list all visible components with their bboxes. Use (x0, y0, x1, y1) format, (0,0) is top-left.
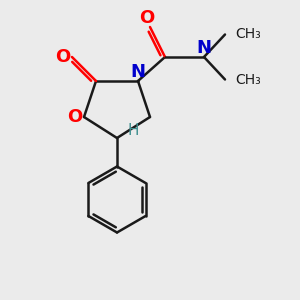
Text: H: H (128, 123, 139, 138)
Text: O: O (68, 108, 82, 126)
Text: CH₃: CH₃ (236, 28, 261, 41)
Text: O: O (56, 48, 70, 66)
Text: CH₃: CH₃ (236, 73, 261, 86)
Text: O: O (140, 9, 154, 27)
Text: N: N (196, 39, 211, 57)
Text: N: N (130, 63, 146, 81)
